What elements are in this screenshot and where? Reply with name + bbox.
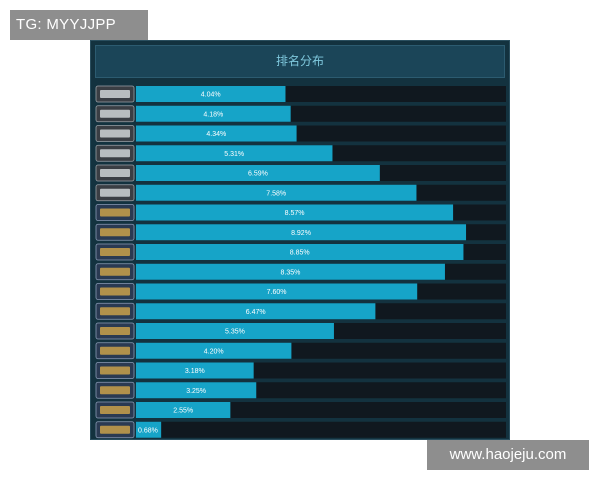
bar <box>136 303 376 320</box>
rank-row: 8.57% <box>95 204 506 221</box>
rank-row: 4.18% <box>95 105 506 123</box>
rank-row: 7.58% <box>95 184 506 202</box>
rank-row: 3.25% <box>95 381 506 399</box>
bar-value-label: 5.31% <box>224 151 244 158</box>
bar-value-label: 8.85% <box>290 250 310 257</box>
bar <box>136 125 297 142</box>
bar <box>136 105 291 122</box>
bar <box>136 323 334 339</box>
silver-3-badge-icon <box>95 125 135 142</box>
bar-value-label: 0.68% <box>138 427 158 434</box>
watermark-bottom-right: www.haojeju.com <box>427 440 589 470</box>
bar-value-label: 4.04% <box>201 92 221 99</box>
bar-value-label: 5.35% <box>225 329 245 336</box>
bar <box>136 263 445 280</box>
bar <box>136 204 454 221</box>
master-guardian-elite-badge-icon <box>95 322 135 340</box>
silver-4-badge-icon <box>95 144 135 162</box>
bar-value-label: 8.35% <box>281 269 301 276</box>
legendary-eagle-master-badge-icon <box>95 381 135 399</box>
bar-value-label: 4.20% <box>204 348 224 355</box>
bar <box>136 421 162 438</box>
bar-value-label: 4.18% <box>203 111 223 118</box>
bar <box>136 402 231 418</box>
gold-nova-master-badge-icon <box>95 263 135 281</box>
rank-row: 6.59% <box>95 164 506 182</box>
bar <box>136 86 286 102</box>
silver-elite-master-badge-icon <box>95 184 135 202</box>
rank-distribution-panel: 排名分布 4.04% 4.18% 4.34% 5.31% 6.59% 7.58% 8.57%… <box>90 40 510 440</box>
rank-row: 5.31% <box>95 144 506 162</box>
watermark-top-left: TG: MYYJJPP <box>10 10 148 40</box>
rank-row: 0.68% <box>95 421 506 439</box>
bar-value-label: 7.60% <box>267 289 287 296</box>
silver-elite-badge-icon <box>95 164 135 182</box>
bar <box>136 382 257 399</box>
rank-row: 4.04% <box>95 85 506 103</box>
bar <box>136 165 380 181</box>
bar-value-label: 4.34% <box>206 131 226 138</box>
silver-1-badge-icon <box>95 85 135 103</box>
supreme-master-first-class-badge-icon <box>95 401 135 419</box>
bar <box>136 224 467 241</box>
bar-value-label: 6.47% <box>246 309 266 316</box>
rank-distribution-chart: 4.04% 4.18% 4.34% 5.31% 6.59% 7.58% 8.57% 8.92%… <box>95 85 506 439</box>
bar <box>136 362 254 379</box>
rank-row: 3.18% <box>95 362 506 379</box>
master-guardian-1-badge-icon <box>95 283 135 300</box>
bar-value-label: 6.59% <box>248 171 268 178</box>
rank-row: 8.92% <box>95 223 506 241</box>
bar <box>136 184 417 201</box>
gold-nova-1-badge-icon <box>95 204 135 221</box>
bar-value-label: 8.57% <box>285 210 305 217</box>
gold-nova-2-badge-icon <box>95 223 135 241</box>
bar <box>136 283 418 300</box>
master-guardian-2-badge-icon <box>95 302 135 320</box>
panel-title: 排名分布 <box>275 54 324 68</box>
bar-value-label: 3.18% <box>185 368 205 375</box>
rank-row: 2.55% <box>95 401 506 419</box>
panel-header: 排名分布 <box>95 45 505 78</box>
bar-value-label: 3.25% <box>186 388 206 395</box>
bar-value-label: 2.55% <box>173 408 193 415</box>
bar-value-label: 7.58% <box>266 190 286 197</box>
rank-row: 5.35% <box>95 322 506 340</box>
bar-track <box>136 421 506 438</box>
bar <box>136 342 292 359</box>
gold-nova-3-badge-icon <box>95 243 135 261</box>
rank-row: 4.34% <box>95 125 506 142</box>
rank-row: 7.60% <box>95 283 506 300</box>
silver-2-badge-icon <box>95 105 135 123</box>
rank-row: 8.35% <box>95 263 506 281</box>
rank-row: 4.20% <box>95 342 506 360</box>
bar <box>136 244 464 260</box>
rank-row: 6.47% <box>95 302 506 320</box>
distinguished-master-guardian-badge-icon <box>95 342 135 360</box>
global-elite-badge-icon <box>95 421 135 439</box>
bar-value-label: 8.92% <box>291 230 311 237</box>
bar <box>136 145 333 162</box>
legendary-eagle-badge-icon <box>95 362 135 379</box>
rank-row: 8.85% <box>95 243 506 261</box>
